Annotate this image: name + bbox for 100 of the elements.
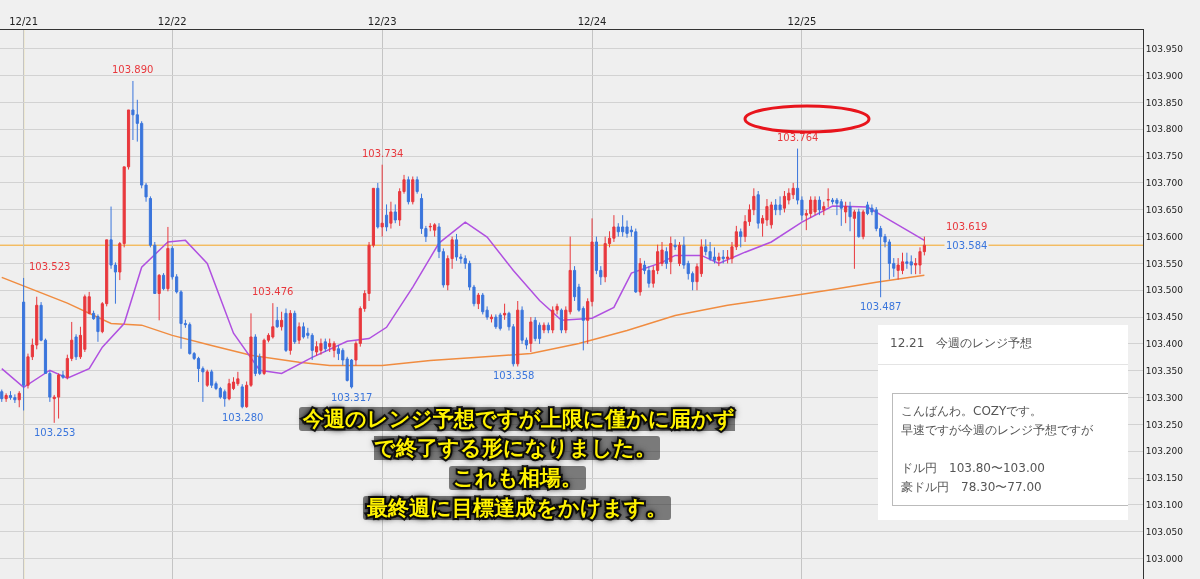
candlestick xyxy=(739,228,743,248)
candlestick xyxy=(301,321,306,340)
x-tick-label: 12/25 xyxy=(787,16,817,27)
candlestick xyxy=(664,246,668,270)
annotation: これも相場。 xyxy=(448,466,586,490)
candlestick xyxy=(708,241,712,262)
candlestick xyxy=(844,201,848,224)
annotation: 103.358 xyxy=(493,370,535,381)
y-tick-label: 103.550 xyxy=(1145,258,1184,269)
x-tick-label: 12/21 xyxy=(9,16,39,27)
candlestick xyxy=(721,249,725,264)
candlestick xyxy=(415,176,419,195)
candlestick xyxy=(433,222,437,238)
candlestick xyxy=(293,310,297,345)
candlestick xyxy=(848,201,852,232)
candlestick xyxy=(61,370,65,380)
candlestick xyxy=(498,312,502,332)
candlestick xyxy=(817,195,821,216)
candlestick xyxy=(647,265,651,289)
candlestick xyxy=(406,176,410,205)
y-tick-label: 103.850 xyxy=(1145,97,1184,108)
candlestick xyxy=(297,321,301,345)
annotation: 12.21 今週のレンジ予想 xyxy=(878,325,1128,365)
candlestick xyxy=(271,302,275,340)
annotation: 早速ですが今週のレンジ予想ですが xyxy=(901,422,1094,439)
candlestick xyxy=(380,164,384,238)
candlestick xyxy=(905,252,909,270)
candlestick xyxy=(210,369,214,389)
candlestick xyxy=(96,313,100,343)
y-tick-label: 103.700 xyxy=(1145,178,1184,189)
candlestick xyxy=(476,292,480,310)
candlestick xyxy=(227,378,231,401)
y-tick-label: 103.300 xyxy=(1145,392,1184,403)
candlestick xyxy=(253,333,257,377)
candlestick xyxy=(857,208,861,239)
candlestick xyxy=(411,176,415,205)
candlestick xyxy=(74,333,78,361)
candlestick xyxy=(542,321,546,334)
candlestick xyxy=(17,390,21,408)
candlestick xyxy=(712,246,717,264)
candlestick xyxy=(280,311,284,332)
candlestick xyxy=(494,313,498,330)
candlestick xyxy=(638,257,642,297)
candlestick xyxy=(376,182,380,230)
candlestick xyxy=(612,214,616,243)
y-tick-label: 103.900 xyxy=(1145,70,1184,81)
candlestick xyxy=(389,201,393,230)
annotation: 最終週に目標達成をかけます。 xyxy=(363,496,671,520)
candlestick xyxy=(161,272,166,291)
candlestick xyxy=(349,358,354,389)
y-tick-label: 103.250 xyxy=(1145,419,1184,430)
candlestick xyxy=(896,257,900,281)
candlestick xyxy=(529,316,533,353)
annotation: 103.619 xyxy=(946,221,988,232)
candlestick xyxy=(778,195,782,216)
y-tick-label: 103.500 xyxy=(1145,285,1184,296)
annotation: 103.280 xyxy=(222,412,264,423)
candlestick xyxy=(503,303,507,321)
candlestick xyxy=(131,80,135,141)
candlestick xyxy=(288,309,292,356)
annotation: 103.764 xyxy=(777,132,819,143)
annotation: 103.476 xyxy=(252,286,294,297)
y-tick-label: 103.450 xyxy=(1145,312,1184,323)
candlestick xyxy=(275,306,279,329)
y-tick-label: 103.100 xyxy=(1145,500,1184,511)
candlestick xyxy=(284,308,288,353)
candlestick xyxy=(769,201,773,230)
y-tick-label: 103.000 xyxy=(1145,553,1184,564)
candlestick xyxy=(852,209,856,270)
candlestick xyxy=(236,371,240,387)
candlestick xyxy=(887,238,891,281)
candlestick xyxy=(240,383,244,409)
candlestick xyxy=(22,277,26,411)
candlestick xyxy=(0,389,4,403)
candlestick xyxy=(166,226,170,292)
candlestick xyxy=(315,340,319,357)
candlestick xyxy=(310,332,314,361)
y-tick-label: 103.950 xyxy=(1145,43,1184,54)
candlestick xyxy=(4,392,8,403)
y-tick-label: 103.400 xyxy=(1145,339,1184,350)
candlestick xyxy=(328,338,332,353)
candlestick xyxy=(8,390,13,401)
y-tick-label: 103.350 xyxy=(1145,365,1184,376)
candlestick xyxy=(157,273,161,321)
candlestick xyxy=(393,203,397,224)
candlestick xyxy=(454,233,459,262)
candlestick xyxy=(336,344,341,361)
candlestick xyxy=(559,308,564,334)
candlestick xyxy=(188,321,192,356)
y-tick-label: 103.800 xyxy=(1145,124,1184,135)
candlestick xyxy=(839,198,843,227)
candlestick xyxy=(332,340,336,358)
candlestick xyxy=(621,214,625,238)
y-tick-label: 103.750 xyxy=(1145,151,1184,162)
candlestick xyxy=(489,313,494,323)
candlestick xyxy=(319,338,323,356)
y-tick-label: 103.650 xyxy=(1145,204,1184,215)
candlestick xyxy=(384,203,389,232)
candlestick xyxy=(520,305,524,345)
y-tick-label: 103.150 xyxy=(1145,473,1184,484)
